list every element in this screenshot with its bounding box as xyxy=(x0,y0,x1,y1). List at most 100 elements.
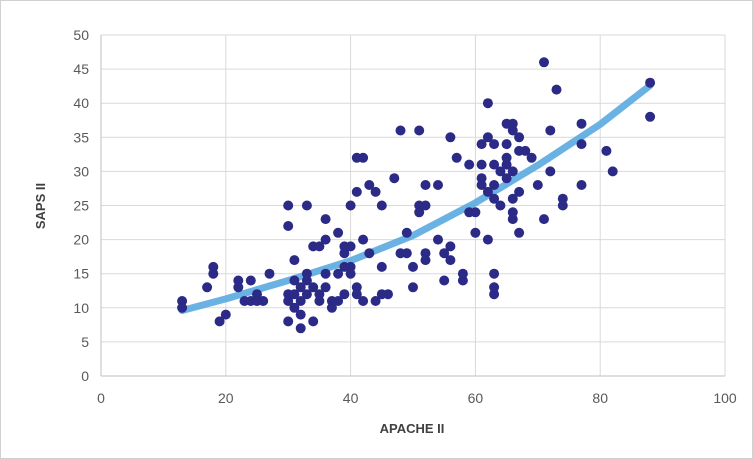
y-tick-label: 0 xyxy=(81,368,89,384)
data-point xyxy=(339,289,350,300)
data-point xyxy=(482,132,493,143)
data-point xyxy=(514,132,525,143)
data-point xyxy=(420,255,431,266)
data-point xyxy=(177,302,188,313)
data-point xyxy=(376,261,387,272)
data-point xyxy=(333,296,344,306)
data-point xyxy=(433,234,443,245)
data-point xyxy=(358,296,369,306)
data-point xyxy=(576,139,587,150)
data-point xyxy=(358,234,369,245)
data-point xyxy=(439,275,450,286)
data-point xyxy=(489,139,500,150)
data-point xyxy=(289,255,300,266)
data-point xyxy=(439,248,450,259)
data-point xyxy=(345,200,356,211)
data-point xyxy=(414,207,425,218)
data-point xyxy=(607,166,618,177)
data-point xyxy=(283,296,294,306)
data-point xyxy=(645,111,656,122)
data-point xyxy=(345,241,356,252)
data-point xyxy=(470,207,481,218)
data-point xyxy=(401,248,412,259)
data-point xyxy=(320,234,331,245)
y-tick-label: 35 xyxy=(73,129,89,145)
data-point xyxy=(514,186,525,197)
data-point xyxy=(258,296,269,306)
data-point xyxy=(420,180,431,190)
data-point xyxy=(301,275,312,286)
x-axis-title: APACHE II xyxy=(380,421,445,436)
y-tick-label: 30 xyxy=(73,163,89,179)
data-point xyxy=(507,125,518,136)
y-tick-label: 15 xyxy=(73,266,89,282)
data-point xyxy=(233,282,244,293)
data-point xyxy=(245,275,256,286)
data-point xyxy=(489,289,500,300)
data-point xyxy=(326,302,337,313)
data-point xyxy=(489,268,500,279)
data-point xyxy=(445,241,456,252)
data-point xyxy=(370,296,381,306)
data-point xyxy=(507,193,518,204)
data-point xyxy=(476,180,487,190)
data-point xyxy=(364,248,375,259)
data-point xyxy=(320,214,331,225)
data-point xyxy=(501,173,512,184)
data-point xyxy=(364,180,375,190)
data-point xyxy=(283,200,294,211)
data-point xyxy=(389,173,400,184)
data-point xyxy=(214,316,225,327)
data-point xyxy=(445,255,456,266)
data-point xyxy=(220,309,231,320)
data-point xyxy=(445,132,456,143)
data-point xyxy=(308,316,319,327)
data-point xyxy=(345,268,356,279)
data-point xyxy=(289,275,300,286)
data-point xyxy=(420,200,431,211)
data-point xyxy=(420,248,431,259)
x-tick-label: 100 xyxy=(713,390,737,406)
data-point xyxy=(414,125,425,136)
data-point xyxy=(408,261,418,272)
data-point xyxy=(545,125,556,136)
x-tick-label: 20 xyxy=(218,390,234,406)
data-point xyxy=(576,180,587,190)
data-point xyxy=(539,214,549,225)
data-point xyxy=(551,84,562,95)
trendline xyxy=(178,82,654,314)
x-tick-label: 60 xyxy=(468,390,484,406)
data-point xyxy=(289,302,300,313)
y-tick-label: 50 xyxy=(73,27,89,43)
data-point xyxy=(514,227,525,238)
data-point xyxy=(507,214,518,225)
data-point xyxy=(314,289,325,300)
y-tick-label: 25 xyxy=(73,198,89,214)
gridlines xyxy=(101,34,726,376)
data-point xyxy=(358,152,369,163)
data-point xyxy=(451,152,462,163)
data-point xyxy=(601,145,612,156)
data-point xyxy=(320,268,331,279)
y-tick-label: 20 xyxy=(73,232,89,248)
data-point xyxy=(295,309,306,320)
data-point xyxy=(289,289,300,300)
data-point xyxy=(545,166,556,177)
data-point xyxy=(320,282,331,293)
y-axis-title: SAPS II xyxy=(33,183,48,229)
data-point xyxy=(532,180,543,190)
data-point xyxy=(526,152,537,163)
data-point xyxy=(333,268,344,279)
y-tick-label: 45 xyxy=(73,61,89,77)
data-point xyxy=(495,166,506,177)
data-point xyxy=(482,98,493,109)
data-point xyxy=(295,282,306,293)
data-point xyxy=(476,139,487,150)
axes xyxy=(100,35,725,377)
data-point xyxy=(295,323,306,334)
x-tick-label: 40 xyxy=(343,390,359,406)
data-point xyxy=(470,227,481,238)
data-point xyxy=(507,166,518,177)
data-point xyxy=(351,289,362,300)
